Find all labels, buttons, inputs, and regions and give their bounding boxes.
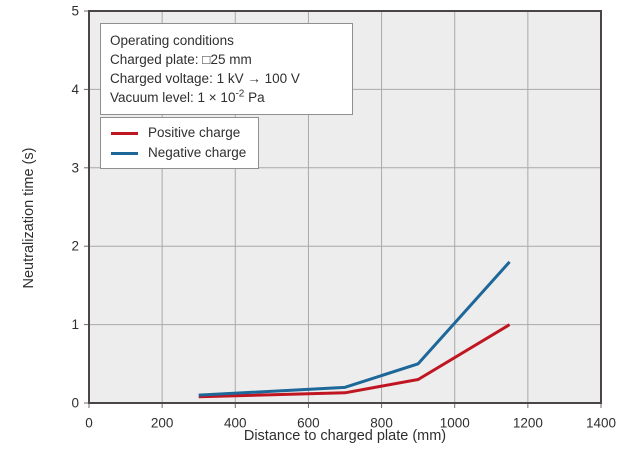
x-axis-label: Distance to charged plate (mm) <box>243 428 447 444</box>
y-tick-label: 5 <box>71 4 79 19</box>
plot-border <box>88 10 602 404</box>
y-tick-label: 1 <box>71 317 79 332</box>
y-tick-label: 4 <box>71 82 79 97</box>
annotation-line-vacuum: Vacuum level: 1 × 10-2 Pa <box>110 88 343 107</box>
x-tick-label: 1200 <box>513 416 543 431</box>
positive-line-swatch <box>111 131 138 135</box>
x-tick-label: 800 <box>370 416 393 431</box>
annotation-line-title: Operating conditions <box>110 33 234 48</box>
y-tick-label: 2 <box>71 239 79 254</box>
x-tick-label: 1000 <box>440 416 470 431</box>
operating-conditions-box: Operating conditions Charged plate: □25 … <box>100 23 353 115</box>
legend: Positive charge Negative charge <box>100 117 260 169</box>
x-tick-label: 600 <box>297 416 320 431</box>
x-tick-label: 0 <box>85 416 93 431</box>
legend-label-positive: Positive charge <box>148 125 241 140</box>
x-tick-label: 200 <box>151 416 174 431</box>
negative-line-swatch <box>111 151 138 155</box>
annotation-line-plate: Charged plate: □25 mm <box>110 52 252 67</box>
vacuum-superscript: -2 <box>235 88 245 100</box>
annotation-line-voltage: Charged voltage: 1 kV → 100 V <box>110 71 300 86</box>
legend-item-positive: Positive charge <box>111 123 246 143</box>
series-line-negative-charge <box>198 260 511 397</box>
series-line-positive-charge <box>198 323 511 399</box>
legend-label-negative: Negative charge <box>148 145 247 160</box>
vacuum-suffix: Pa <box>244 90 265 105</box>
x-tick-label: 1400 <box>586 416 616 431</box>
y-axis-label: Neutralization time (s) <box>21 147 37 289</box>
vacuum-prefix: Vacuum level: 1 × 10 <box>110 90 236 105</box>
x-tick-label: 400 <box>224 416 247 431</box>
y-tick-label: 0 <box>71 396 79 411</box>
legend-item-negative: Negative charge <box>111 143 246 163</box>
y-tick-label: 3 <box>71 160 79 175</box>
